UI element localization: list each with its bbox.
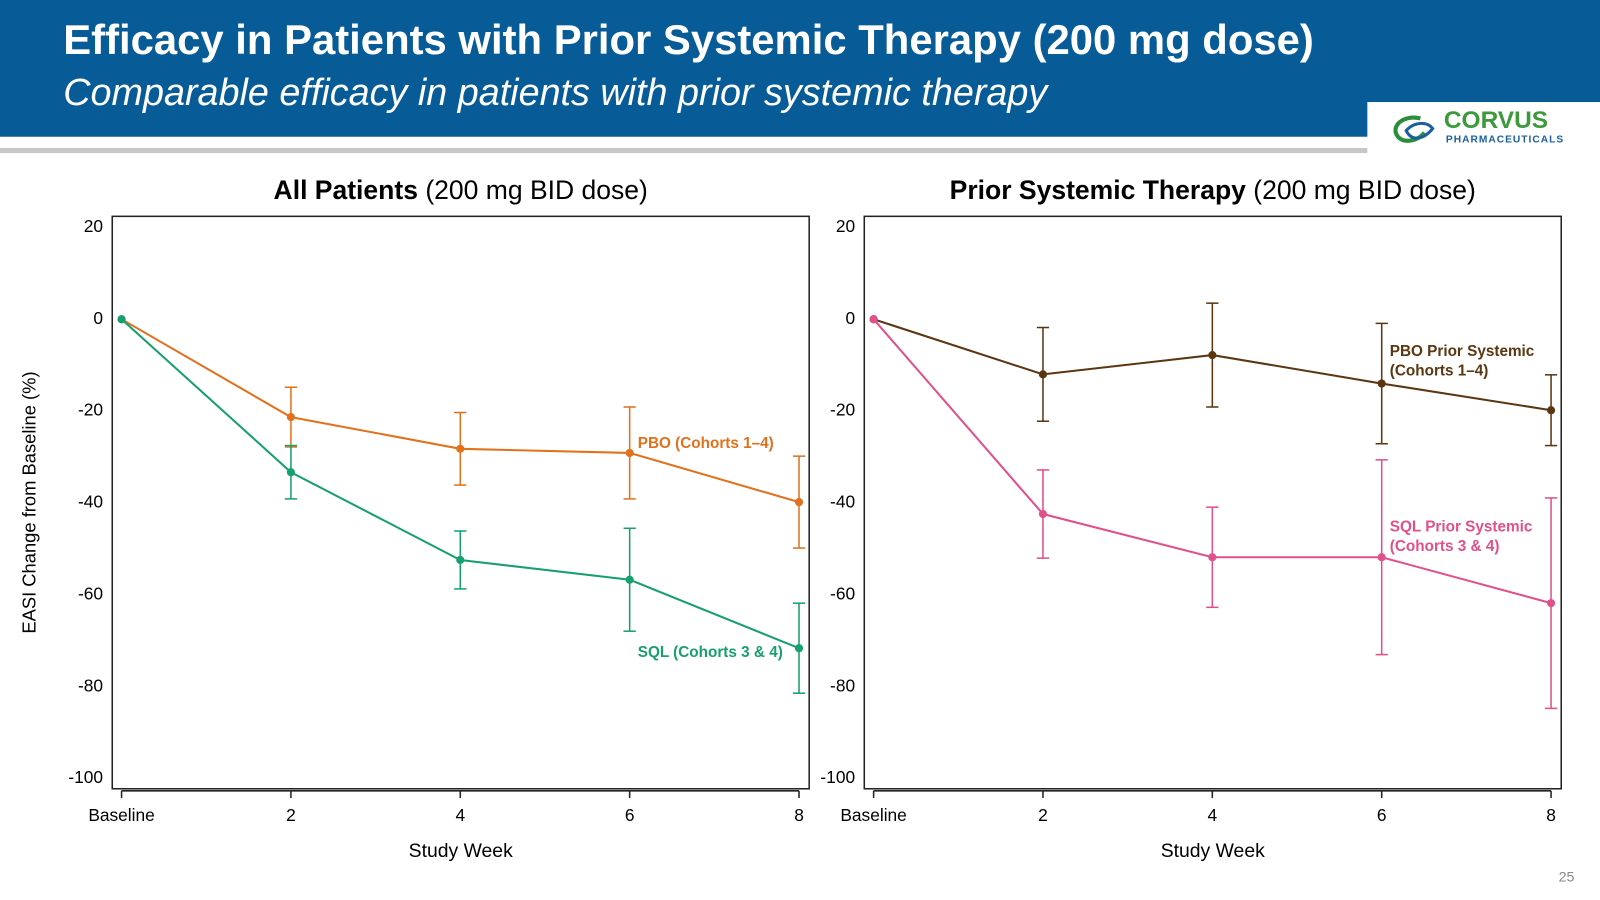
x-axis-title: Study Week <box>1161 840 1265 862</box>
y-tick-label: -40 <box>78 492 103 512</box>
data-point <box>1377 379 1386 388</box>
data-point <box>456 444 465 453</box>
data-point <box>286 413 296 422</box>
series-label: SQL (Cohorts 3 & 4) <box>638 644 783 661</box>
x-tick-label: 2 <box>286 805 296 825</box>
chart-title-main: All Patients <box>274 175 418 205</box>
data-point <box>1208 553 1217 562</box>
slide-subtitle: Comparable efficacy in patients with pri… <box>63 71 1049 113</box>
x-tick-label: 4 <box>455 805 465 825</box>
data-point <box>869 315 878 324</box>
data-point <box>1038 509 1048 519</box>
x-tick-label: 8 <box>794 805 804 825</box>
data-point <box>286 468 296 477</box>
y-tick-label: -100 <box>68 767 103 787</box>
data-point <box>625 575 634 584</box>
plot-frame <box>111 215 810 790</box>
chart-title-sub: (200 mg BID dose) <box>1253 175 1476 205</box>
y-tick-label: -80 <box>830 675 855 695</box>
logo-tagline: PHARMACEUTICALS <box>1446 134 1564 145</box>
y-axis-title: EASI Change from Baseline (%) <box>18 371 39 633</box>
chart-title-sub: (200 mg BID dose) <box>425 175 648 205</box>
data-point <box>1208 350 1217 360</box>
header-rule <box>0 147 1600 154</box>
data-point <box>794 644 804 653</box>
logo-icon <box>1393 115 1435 143</box>
data-point <box>625 448 634 458</box>
y-tick-label: 0 <box>93 308 103 328</box>
series-label: PBO Prior Systemic <box>1390 343 1535 360</box>
page-number: 25 <box>1559 869 1575 885</box>
x-tick-label: Baseline <box>840 805 906 825</box>
data-point <box>1546 599 1556 608</box>
data-point <box>456 555 465 565</box>
logo-box <box>1367 102 1600 154</box>
x-tick-label: 6 <box>1377 805 1387 825</box>
y-tick-label: -60 <box>830 583 855 603</box>
data-point <box>794 498 804 507</box>
y-tick-label: -20 <box>78 400 103 420</box>
chart-title: Prior Systemic Therapy (200 mg BID dose) <box>950 175 1476 205</box>
x-tick-label: 8 <box>1546 805 1556 825</box>
x-tick-label: 4 <box>1208 805 1218 825</box>
series-label: (Cohorts 3 & 4) <box>1390 538 1500 555</box>
x-tick-label: 2 <box>1038 805 1048 825</box>
logo-name: CORVUS <box>1444 107 1548 134</box>
logo-swirl <box>1404 121 1435 140</box>
slide-title: Efficacy in Patients with Prior Systemic… <box>63 16 1314 63</box>
data-point <box>1546 406 1556 415</box>
y-tick-label: 0 <box>845 308 855 328</box>
header-bar <box>0 0 1600 137</box>
y-tick-label: -40 <box>830 492 855 512</box>
y-tick-label: -60 <box>78 583 103 603</box>
plot-frame <box>863 215 1562 790</box>
chart-title-main: Prior Systemic Therapy <box>950 175 1246 205</box>
x-axis-title: Study Week <box>409 840 513 862</box>
y-tick-label: -20 <box>830 400 855 420</box>
series-label: PBO (Cohorts 1–4) <box>638 435 774 452</box>
y-tick-label: -100 <box>820 767 855 787</box>
y-tick-label: 20 <box>84 216 103 236</box>
series-label: SQL Prior Systemic <box>1390 519 1533 536</box>
series-label: (Cohorts 1–4) <box>1390 362 1489 379</box>
x-tick-label: 6 <box>625 805 635 825</box>
data-point <box>1377 553 1386 562</box>
chart-title: All Patients (200 mg BID dose) <box>274 175 648 205</box>
data-point <box>1038 370 1048 379</box>
y-tick-label: 20 <box>836 216 855 236</box>
x-tick-label: Baseline <box>88 805 154 825</box>
y-tick-label: -80 <box>78 675 103 695</box>
data-point <box>117 315 126 324</box>
